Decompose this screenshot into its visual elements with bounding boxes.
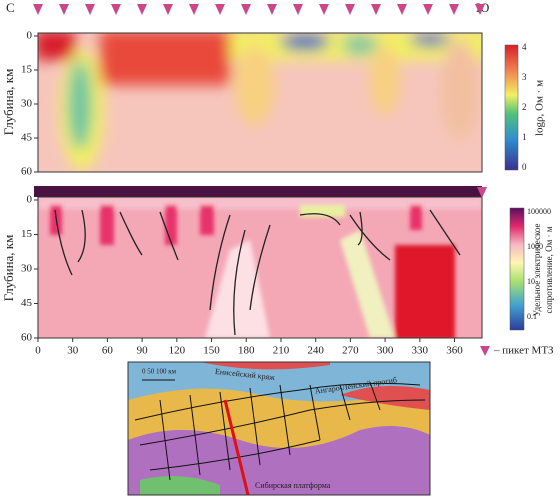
x-tick-label: 180 — [238, 345, 255, 357]
station-icon — [397, 4, 407, 15]
y-tick-label: 45 — [21, 297, 33, 309]
y-tick-label: 0 — [27, 30, 33, 42]
station-icon — [449, 4, 459, 15]
colorbar-tick-label: 0.1 — [527, 312, 537, 321]
y-tick-label: 45 — [21, 132, 33, 144]
x-tick-label: 300 — [377, 345, 394, 357]
x-tick-label: 210 — [273, 345, 290, 357]
colorbar-label: сопротивление, Ом · м — [544, 226, 554, 313]
station-icon — [477, 187, 487, 198]
y-tick-label: 60 — [21, 166, 33, 178]
colorbar-tick-label: 1000 — [527, 242, 543, 251]
station-icon — [241, 4, 251, 15]
station-icon — [215, 4, 225, 15]
y-tick-label: 60 — [21, 332, 33, 344]
x-tick-label: 0 — [35, 345, 41, 357]
x-tick-label: 330 — [412, 345, 429, 357]
y-axis-label: Глубина, км — [1, 69, 16, 136]
x-tick-label: 30 — [67, 345, 79, 357]
station-icon — [137, 4, 147, 15]
resistivity-section-top — [38, 33, 482, 172]
y-tick-label: 15 — [21, 64, 33, 76]
north-label: С — [6, 0, 15, 15]
station-icon — [371, 4, 381, 15]
colorbar-tick-label: 2 — [522, 102, 527, 112]
resistivity-section-bottom — [38, 197, 482, 338]
station-icon — [319, 4, 329, 15]
x-tick-label: 120 — [169, 345, 186, 357]
x-tick-label: 270 — [342, 345, 359, 357]
y-tick-label: 0 — [27, 194, 33, 206]
colorbar-label: Удельное электрическое — [532, 223, 542, 316]
station-icon — [189, 4, 199, 15]
colorbar-top — [504, 44, 519, 171]
station-icon — [475, 4, 485, 15]
x-tick-label: 150 — [203, 345, 220, 357]
y-axis-label: Глубина, км — [1, 235, 16, 302]
y-tick-label: 30 — [21, 263, 33, 275]
station-icon — [163, 4, 173, 15]
station-icon — [423, 4, 433, 15]
colorbar-tick-label: 4 — [522, 42, 527, 52]
colorbar-tick-label: 10 — [527, 277, 535, 286]
x-tick-label: 90 — [137, 345, 149, 357]
station-bar — [34, 186, 482, 197]
y-tick-label: 15 — [21, 228, 33, 240]
colorbar-tick-label: 3 — [522, 72, 527, 82]
map-label: Сибирская платформа — [255, 481, 331, 490]
station-icon — [267, 4, 277, 15]
station-icon — [293, 4, 303, 15]
colorbar-tick-label: 100000 — [527, 207, 551, 216]
station-icon — [345, 4, 355, 15]
station-icon — [85, 4, 95, 15]
x-tick-label: 360 — [446, 345, 463, 357]
station-icon — [33, 4, 43, 15]
x-tick-label: 60 — [102, 345, 114, 357]
legend-text: – пикет МТЗ — [493, 345, 554, 357]
location-map — [128, 362, 430, 495]
station-icon — [480, 346, 490, 356]
colorbar-bottom — [509, 207, 525, 331]
x-tick-label: 240 — [307, 345, 324, 357]
station-icon — [59, 4, 69, 15]
colorbar-tick-label: 1 — [522, 132, 527, 142]
station-icon — [111, 4, 121, 15]
map-scale: 0 50 100 км — [142, 368, 177, 376]
colorbar-label: logρ, Ом · м — [534, 80, 546, 136]
y-tick-label: 30 — [21, 98, 33, 110]
colorbar-tick-label: 0 — [522, 162, 527, 172]
